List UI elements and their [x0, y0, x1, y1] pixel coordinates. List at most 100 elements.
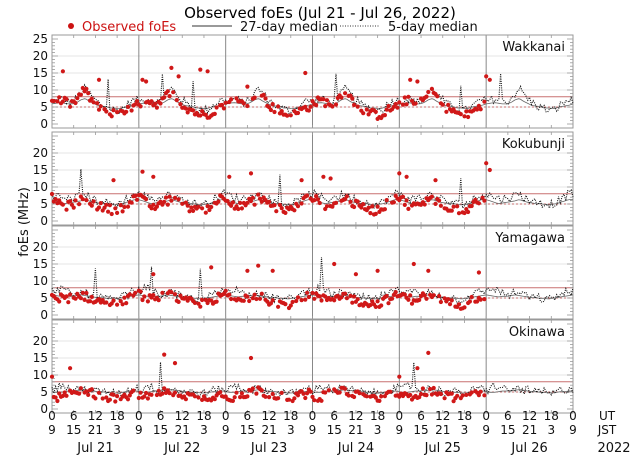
observed-point	[370, 299, 375, 304]
observed-point	[122, 204, 127, 210]
observed-point	[288, 113, 293, 118]
observed-point	[475, 107, 480, 112]
observed-point	[368, 211, 373, 216]
observed-point	[129, 108, 134, 113]
observed-point	[415, 79, 420, 84]
observed-point	[125, 204, 131, 209]
observed-point	[397, 100, 402, 105]
observed-point	[402, 292, 407, 297]
observed-point	[321, 174, 326, 179]
y-tick-label: 15	[33, 66, 48, 80]
observed-point	[397, 394, 402, 399]
observed-point	[259, 388, 264, 393]
observed-point	[286, 397, 292, 402]
x-tick-label-jst: 3	[547, 423, 555, 437]
observed-point	[80, 85, 85, 91]
observed-point	[353, 272, 358, 277]
observed-point	[205, 69, 210, 74]
observed-point	[279, 109, 284, 114]
observed-point	[133, 102, 138, 107]
legend-observed-marker	[68, 23, 74, 29]
observed-point	[124, 109, 129, 114]
observed-point	[388, 389, 393, 394]
observed-point	[276, 304, 281, 309]
y-axis-label: foEs (MHz)	[17, 187, 32, 257]
observed-point	[458, 112, 463, 117]
observed-point	[254, 391, 259, 396]
observed-point	[160, 391, 165, 396]
observed-point	[252, 202, 257, 207]
observed-point	[245, 200, 250, 205]
observed-point	[53, 197, 58, 202]
observed-point	[62, 390, 67, 395]
observed-point	[104, 300, 109, 305]
observed-point	[270, 298, 275, 303]
median-5day-line	[51, 257, 574, 305]
x-tick-label-jst: 15	[413, 423, 428, 437]
observed-point	[370, 204, 375, 209]
station-label: Kokubunji	[502, 137, 565, 152]
x-tick-label-ut: 12	[435, 409, 450, 423]
observed-point	[464, 109, 469, 114]
observed-point	[373, 211, 378, 216]
observed-point	[149, 206, 154, 211]
observed-point	[113, 206, 118, 211]
x-tick-label-jst: 9	[222, 423, 230, 437]
observed-point	[55, 99, 60, 104]
observed-point	[245, 103, 250, 109]
observed-point	[115, 394, 120, 399]
panels: 0 5 10 15 20 25 Wakkanai 0 5 10 15 20 Kokubunji 0 5 10 1…	[33, 32, 574, 416]
observed-point	[49, 374, 55, 379]
observed-point	[478, 389, 483, 394]
observed-point	[212, 111, 217, 116]
observed-point	[267, 199, 272, 204]
observed-point	[431, 385, 436, 391]
y-tick-label: 0	[40, 214, 48, 228]
observed-point	[232, 395, 237, 400]
observed-point	[84, 389, 89, 394]
observed-point	[348, 293, 353, 298]
observed-point	[252, 95, 257, 100]
observed-point	[305, 290, 310, 295]
observed-point	[480, 195, 485, 200]
observed-point	[397, 171, 402, 176]
observed-point	[332, 298, 337, 303]
observed-point	[259, 291, 264, 296]
x-tick-label-jst: 15	[240, 423, 255, 437]
observed-point	[227, 174, 232, 179]
y-tick-label: 0	[40, 402, 48, 416]
observed-point	[406, 297, 411, 302]
x-tick-label-ut: 0	[222, 409, 230, 423]
observed-point	[306, 294, 311, 300]
observed-point	[78, 386, 83, 391]
observed-point	[95, 101, 100, 106]
observed-point	[256, 192, 261, 197]
observed-point	[422, 202, 427, 207]
observed-point	[413, 101, 418, 106]
x-tick-label-jst: 21	[522, 423, 537, 437]
x-tick-label-ut: 18	[196, 409, 211, 423]
observed-point	[438, 299, 443, 305]
observed-point	[276, 396, 281, 401]
observed-point	[272, 203, 277, 208]
observed-point	[348, 199, 353, 204]
x-tick-label-ut: 12	[348, 409, 363, 423]
observed-point	[411, 261, 416, 267]
observed-point	[154, 105, 159, 110]
day-label: Jul 25	[424, 441, 461, 456]
observed-point	[77, 391, 82, 396]
observed-point	[250, 296, 255, 301]
observed-point	[355, 104, 360, 109]
station-label: Wakkanai	[502, 40, 565, 55]
observed-point	[268, 107, 273, 113]
observed-point	[165, 89, 170, 94]
observed-point	[214, 299, 219, 304]
observed-point	[386, 301, 391, 306]
jst-row-label: JST	[597, 423, 617, 437]
observed-point	[254, 296, 259, 302]
observed-point	[317, 294, 322, 299]
observed-point	[189, 205, 194, 210]
observed-point	[350, 96, 355, 101]
observed-point	[73, 198, 78, 203]
observed-point	[257, 296, 263, 301]
